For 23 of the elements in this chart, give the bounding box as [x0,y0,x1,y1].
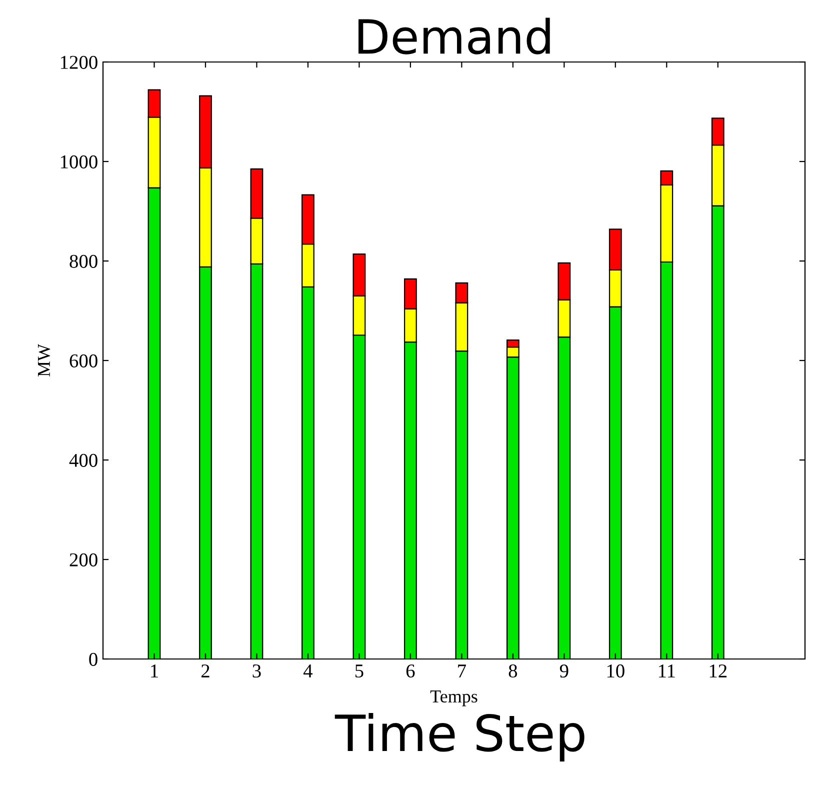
x-tick-label: 9 [560,664,568,678]
y-tick-label: 800 [70,254,98,268]
x-tick-label: 8 [508,664,518,678]
chart-title: Demand [358,18,550,54]
x-tick-label: 6 [406,664,415,678]
y-tick-label: 0 [89,652,98,666]
x-tick-label: 10 [607,664,624,678]
x-tick-label: 2 [201,664,210,678]
text: Time Step [334,713,584,762]
x-tick-label: 4 [303,664,313,678]
y-axis-title: MW [38,344,50,377]
y-tick-label: 1200 [60,56,98,69]
y-tick-label: 600 [70,354,98,368]
x-tick-label: 5 [355,664,364,678]
x-tick-label: 7 [458,664,466,678]
y-tick-label: 400 [69,454,98,467]
y-tick-label: 200 [70,553,98,566]
x-tick-label: 11 [659,664,675,678]
x-tick-label: 1 [151,664,158,678]
x-tick-label: 3 [252,664,261,678]
x-tick-label: 12 [710,664,727,678]
x-axis-title: Temps [430,690,478,706]
y-tick-label: 1000 [60,155,98,168]
